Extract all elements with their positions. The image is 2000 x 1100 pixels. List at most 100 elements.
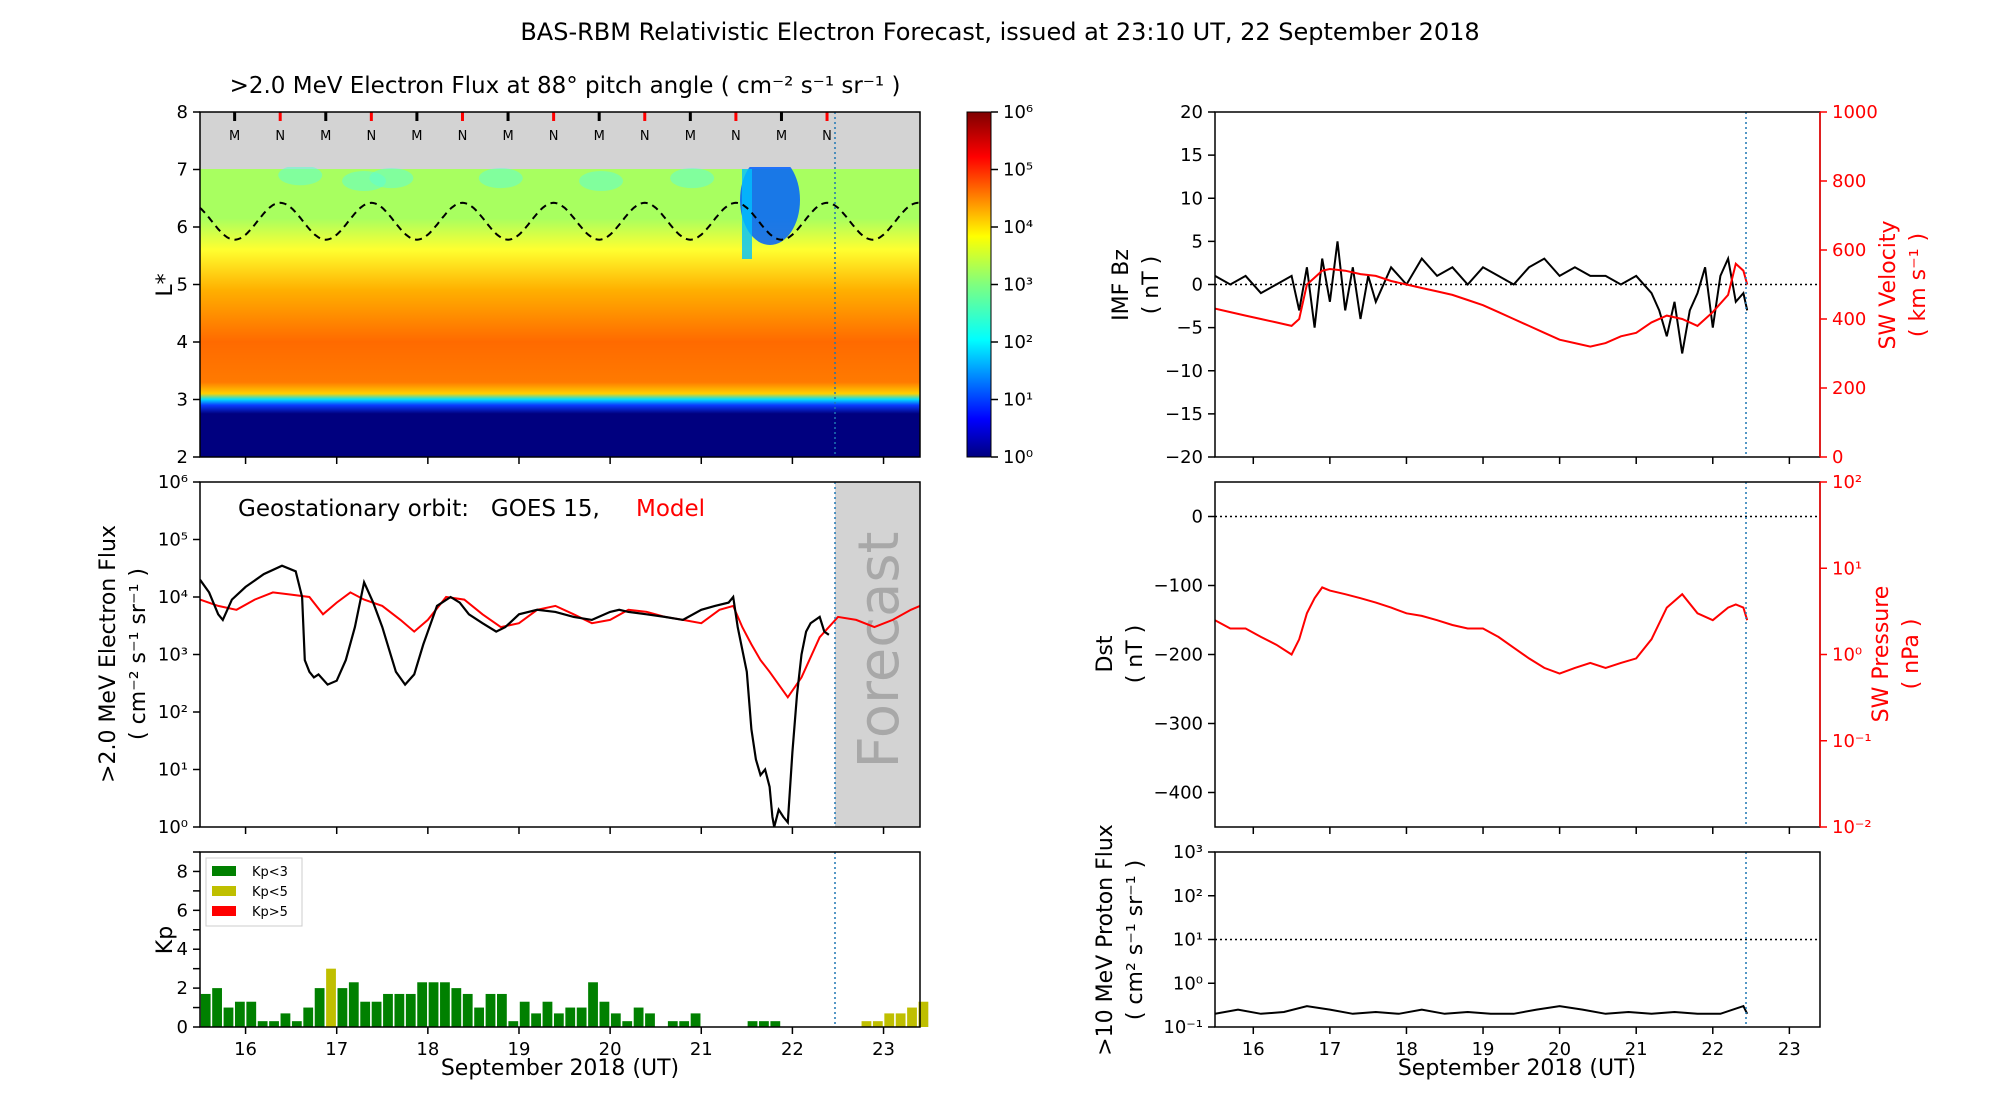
proton-ylabel-units: ( cm² s⁻¹ sr⁻¹ ) xyxy=(1123,860,1148,1020)
kp-bar xyxy=(519,1001,530,1027)
sw-pressure-y-tick-label: 10⁻¹ xyxy=(1832,731,1872,752)
kp-bar xyxy=(907,1007,917,1027)
sw-velocity-y-tick-label: 400 xyxy=(1832,309,1866,330)
colorbar-tick-label: 10⁰ xyxy=(1003,447,1033,468)
kp-xtick-label: 22 xyxy=(781,1039,804,1060)
kp-bar xyxy=(326,968,336,1027)
kp-panel: Kp<3 Kp<5 Kp>5 0 2 4 6 8 16 17 18 19 20 21 22 23 Kp… xyxy=(153,851,929,1081)
imf-y-tick-label: −15 xyxy=(1165,404,1203,425)
kp-bar xyxy=(337,988,348,1027)
sw-pressure-y-tick-label: 10¹ xyxy=(1832,558,1862,579)
kp-bar xyxy=(280,1013,291,1027)
geo-flux-ylabel: >2.0 MeV Electron Flux xyxy=(96,525,121,783)
imf-y-tick-label: 15 xyxy=(1180,145,1203,166)
proton-y-tick-label: 10⁰ xyxy=(1173,973,1203,994)
proton-y-tick-label: 10⁻¹ xyxy=(1163,1017,1203,1038)
mlt-marker-label: N xyxy=(458,129,468,144)
kp-bar xyxy=(531,1013,541,1027)
dst-y-tick-label: −400 xyxy=(1154,783,1203,804)
flux-map-dashed-line xyxy=(199,201,921,241)
kp-bar xyxy=(360,1001,371,1027)
colorbar-tick-label: 10³ xyxy=(1003,275,1033,296)
flux-map-dropout-feature xyxy=(740,167,800,245)
imf-bz-line xyxy=(1215,241,1749,354)
mlt-marker-label: M xyxy=(229,129,240,144)
kp-xtick-label: 18 xyxy=(416,1039,439,1060)
sw-velocity-y-tick-label: 800 xyxy=(1832,171,1866,192)
flux-map-y-tick-label: 2 xyxy=(177,447,188,468)
goes-series-line xyxy=(200,564,830,827)
kp-bar xyxy=(770,1021,781,1027)
geo-flux-y-tick-label: 10¹ xyxy=(158,760,188,781)
kp-legend-swatch-green xyxy=(212,866,236,876)
flux-map-heat-area xyxy=(200,169,920,457)
kp-bar xyxy=(269,1021,279,1027)
imf-ylabel-units: ( nT ) xyxy=(1139,256,1164,315)
sw-velocity-y-tick-label: 0 xyxy=(1832,447,1843,468)
kp-legend-swatch-red xyxy=(212,906,236,916)
geo-flux-y-tick-label: 10⁵ xyxy=(158,530,188,551)
colorbar-tick-label: 10⁵ xyxy=(1003,160,1033,181)
kp-bar xyxy=(234,1001,245,1027)
mlt-marker-label: N xyxy=(640,129,650,144)
proton-xtick-label: 20 xyxy=(1548,1039,1571,1060)
mlt-marker-label: M xyxy=(320,129,331,144)
geo-flux-y-tick-label: 10⁶ xyxy=(158,472,188,493)
sw-pressure-ylabel-units: ( nPa ) xyxy=(1899,619,1924,690)
kp-bar xyxy=(474,1007,485,1027)
kp-legend-red: Kp>5 xyxy=(252,905,288,920)
kp-bar xyxy=(610,1013,621,1027)
proton-panel: 10⁻¹ 10⁰ 10¹ 10² 10³ 16 17 18 19 20 21 22 23 >10 Me… xyxy=(1093,824,1821,1081)
flux-map-y-tick-label: 5 xyxy=(177,275,188,296)
model-series-line xyxy=(200,591,920,700)
imf-panel: −20 −15 −10 −5 0 5 10 15 20 0 200 400 600 800 1000 IM… xyxy=(1109,102,1931,468)
imf-y-tick-label: 10 xyxy=(1180,188,1203,209)
sw-pressure-line xyxy=(1215,586,1749,675)
kp-bar xyxy=(508,1021,519,1027)
proton-xtick-label: 22 xyxy=(1701,1039,1724,1060)
mlt-marker-label: N xyxy=(275,129,285,144)
sw-pressure-y-tick-label: 10⁰ xyxy=(1832,645,1862,666)
kp-legend: Kp<3 Kp<5 Kp>5 xyxy=(205,857,303,927)
kp-y-tick-label: 0 xyxy=(177,1017,188,1038)
sw-velocity-y-tick-label: 1000 xyxy=(1832,102,1878,123)
dst-y-tick-label: 0 xyxy=(1192,507,1203,528)
figure-title: BAS-RBM Relativistic Electron Forecast, … xyxy=(520,18,1479,46)
imf-y-tick-label: −20 xyxy=(1165,447,1203,468)
proton-xtick-label: 23 xyxy=(1778,1039,1801,1060)
mlt-marker-label: M xyxy=(776,129,787,144)
dst-y-tick-label: −200 xyxy=(1154,645,1203,666)
kp-bar xyxy=(895,1013,906,1027)
proton-y-tick-label: 10² xyxy=(1173,886,1203,907)
colorbar-tick-label: 10¹ xyxy=(1003,390,1033,411)
geo-flux-y-tick-label: 10⁴ xyxy=(158,587,188,608)
imf-y-tick-label: 5 xyxy=(1192,231,1203,252)
kp-xtick-label: 21 xyxy=(690,1039,713,1060)
kp-bar xyxy=(291,1021,302,1027)
imf-y-tick-label: −10 xyxy=(1165,361,1203,382)
flux-map-title: >2.0 MeV Electron Flux at 88° pitch angl… xyxy=(230,73,901,99)
kp-bar xyxy=(371,1001,382,1027)
kp-bar xyxy=(918,1001,929,1027)
kp-bar xyxy=(861,1021,872,1027)
kp-bar xyxy=(428,982,439,1027)
kp-bar xyxy=(200,993,211,1027)
kp-xtick-label: 23 xyxy=(872,1039,895,1060)
kp-y-tick-label: 8 xyxy=(177,861,188,882)
geo-flux-y-tick-label: 10⁰ xyxy=(158,817,188,838)
proton-xtick-label: 18 xyxy=(1395,1039,1418,1060)
colorbar-tick-label: 10⁶ xyxy=(1003,102,1033,123)
kp-bar xyxy=(383,993,393,1027)
kp-bar xyxy=(542,1001,553,1027)
proton-xtick-label: 19 xyxy=(1472,1039,1495,1060)
dst-y-tick-label: −100 xyxy=(1154,576,1203,597)
flux-map-low-flux-patch xyxy=(278,167,323,186)
kp-bar xyxy=(223,1007,234,1027)
kp-bar xyxy=(303,1007,314,1027)
flux-map-ylabel: L* xyxy=(153,273,178,296)
kp-bar xyxy=(405,993,416,1027)
proton-xtick-label: 16 xyxy=(1242,1039,1265,1060)
sw-velocity-y-tick-label: 200 xyxy=(1832,378,1866,399)
